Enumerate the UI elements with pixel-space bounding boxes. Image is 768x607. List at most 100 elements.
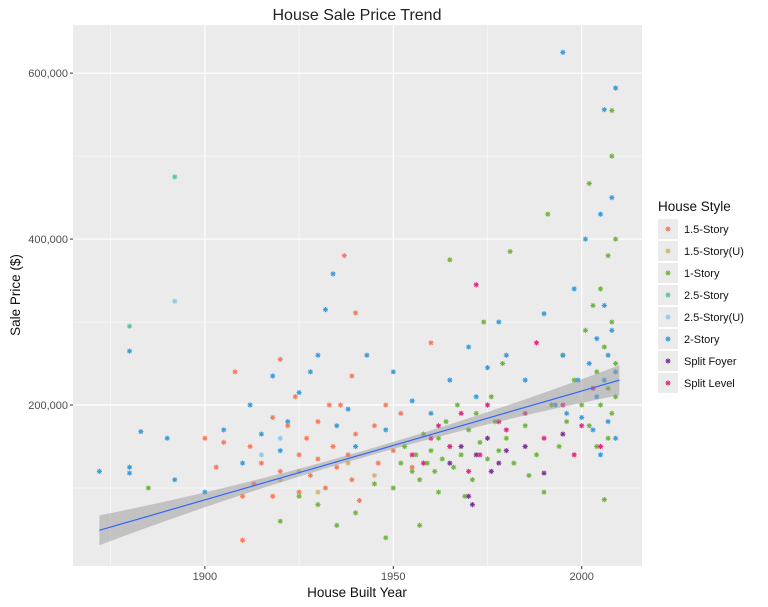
legend-label: Split Foyer bbox=[684, 356, 737, 368]
data-point bbox=[605, 419, 611, 425]
data-point bbox=[258, 460, 265, 466]
data-point bbox=[296, 452, 302, 458]
data-point bbox=[356, 497, 362, 504]
plot-panel bbox=[73, 25, 642, 566]
data-point bbox=[409, 468, 415, 475]
data-point bbox=[383, 535, 389, 541]
data-point bbox=[334, 423, 340, 429]
data-point bbox=[477, 452, 483, 458]
data-point bbox=[571, 377, 577, 383]
data-point bbox=[582, 236, 589, 242]
x-tick-label: 1950 bbox=[381, 571, 405, 583]
data-point bbox=[409, 452, 415, 458]
data-point bbox=[545, 211, 551, 217]
data-point bbox=[202, 489, 208, 495]
data-point bbox=[605, 352, 611, 358]
legend-item: 1.5-Story bbox=[658, 219, 729, 239]
legend-item: 2.5-Story(U) bbox=[658, 307, 744, 327]
data-point bbox=[349, 373, 355, 379]
trend-line bbox=[99, 365, 620, 546]
data-point bbox=[232, 369, 238, 375]
data-point bbox=[613, 236, 619, 242]
data-point bbox=[609, 327, 615, 333]
data-point bbox=[484, 435, 491, 441]
data-point bbox=[503, 427, 509, 433]
data-point bbox=[221, 427, 227, 433]
data-point bbox=[371, 423, 378, 429]
data-point bbox=[439, 456, 445, 462]
data-point bbox=[409, 464, 415, 470]
data-point bbox=[383, 402, 389, 408]
data-point bbox=[296, 489, 302, 495]
data-point bbox=[435, 489, 442, 495]
legend: House Style 1.5-Story 1.5-Story(U) 1-Story… bbox=[658, 199, 744, 393]
legend-marker bbox=[665, 380, 671, 386]
legend-label: 2.5-Story(U) bbox=[684, 312, 744, 324]
data-point bbox=[390, 485, 396, 491]
data-point bbox=[609, 410, 615, 416]
data-point bbox=[613, 435, 619, 441]
data-point bbox=[484, 402, 491, 408]
data-point bbox=[473, 410, 479, 416]
data-point bbox=[364, 352, 370, 358]
data-point bbox=[432, 468, 438, 475]
legend-item: 1-Story bbox=[658, 263, 720, 283]
data-point bbox=[417, 522, 423, 528]
legend-label: 2-Story bbox=[684, 334, 720, 346]
data-point bbox=[172, 477, 178, 483]
data-point bbox=[277, 448, 283, 454]
data-point bbox=[447, 257, 453, 263]
data-point bbox=[586, 423, 592, 429]
data-point bbox=[239, 493, 246, 499]
data-point bbox=[138, 428, 144, 435]
data-point bbox=[613, 360, 619, 367]
data-point bbox=[605, 435, 611, 441]
data-point bbox=[277, 356, 283, 362]
regression-line bbox=[99, 379, 620, 531]
data-point bbox=[454, 402, 460, 408]
data-point bbox=[503, 435, 509, 441]
data-point bbox=[473, 394, 479, 400]
legend-marker bbox=[665, 248, 671, 254]
legend-label: Split Level bbox=[684, 378, 735, 390]
data-point bbox=[469, 501, 476, 508]
legend-item: Split Level bbox=[658, 373, 735, 393]
data-point bbox=[533, 340, 540, 346]
data-point bbox=[613, 394, 619, 400]
data-point bbox=[428, 448, 434, 454]
x-tick-label: 2000 bbox=[569, 571, 593, 583]
data-point bbox=[613, 85, 619, 91]
data-point bbox=[383, 427, 389, 433]
data-point bbox=[304, 435, 310, 441]
data-point bbox=[420, 460, 427, 466]
data-point bbox=[590, 427, 596, 433]
data-point bbox=[503, 352, 509, 358]
data-point bbox=[582, 327, 589, 333]
legend-item: 2.5-Story bbox=[658, 285, 729, 305]
data-point bbox=[341, 253, 347, 259]
data-point bbox=[443, 419, 449, 425]
data-point bbox=[296, 493, 302, 499]
data-point bbox=[447, 377, 453, 383]
data-point bbox=[496, 460, 502, 466]
data-point bbox=[597, 402, 604, 408]
data-point bbox=[315, 419, 321, 425]
data-point bbox=[477, 439, 483, 445]
data-point bbox=[345, 452, 351, 458]
data-point bbox=[126, 323, 133, 329]
data-point bbox=[466, 344, 472, 350]
data-point bbox=[488, 468, 494, 475]
data-point bbox=[496, 419, 502, 425]
series-1-5-story bbox=[202, 253, 434, 543]
data-point bbox=[435, 423, 442, 429]
data-point bbox=[503, 448, 509, 454]
series-2-5-story-u- bbox=[172, 298, 283, 458]
data-point bbox=[571, 286, 577, 292]
data-point bbox=[579, 402, 585, 408]
data-point bbox=[164, 435, 170, 441]
data-point bbox=[541, 435, 547, 441]
data-point bbox=[575, 377, 581, 383]
data-point bbox=[417, 477, 423, 483]
data-point bbox=[398, 410, 404, 416]
data-point bbox=[594, 369, 600, 375]
